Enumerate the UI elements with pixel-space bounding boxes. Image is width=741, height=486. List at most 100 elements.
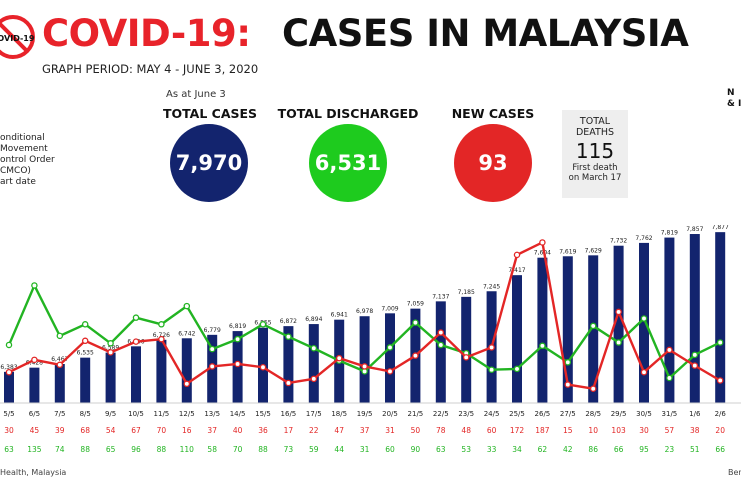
new-cases-point — [488, 344, 495, 351]
new-cases-value-label: 20 — [715, 426, 725, 435]
line-group — [5, 239, 724, 392]
discharged-value-label: 31 — [360, 445, 370, 454]
bar-value-label: 6,872 — [280, 318, 297, 325]
discharged-value-label: 33 — [487, 445, 497, 454]
discharged-value-label: 58 — [207, 445, 217, 454]
new-cases-value-label: 37 — [360, 426, 370, 435]
discharged-value-label: 53 — [461, 445, 471, 454]
x-tick-label: 19/5 — [357, 410, 373, 418]
first-death-line1: First death — [572, 163, 618, 173]
discharged-point — [488, 366, 495, 373]
new-cases-point — [437, 329, 445, 336]
x-tick-label: 14/5 — [230, 410, 246, 418]
new-cases-point — [259, 364, 267, 371]
bar-value-label: 6,726 — [153, 332, 170, 339]
discharged-value-label: 60 — [385, 445, 395, 454]
discharged-point — [31, 282, 38, 289]
new-cases-point — [208, 363, 216, 370]
total-deaths-panel: TOTAL DEATHS 115 First death on March 17 — [562, 110, 628, 198]
bar-value-label: 6,894 — [305, 316, 322, 323]
new-cases-label: NEW CASES — [451, 106, 535, 121]
bar-value-label: 7,185 — [458, 289, 475, 296]
new-cases-point — [564, 381, 572, 388]
first-death-line2: on March 17 — [568, 173, 622, 183]
bar-value-label: 6,383 — [0, 364, 17, 371]
new-cases-value-label: 48 — [461, 426, 471, 435]
new-cases-point — [234, 360, 241, 368]
bar-value-label: 7,819 — [661, 230, 678, 237]
x-tick-label: 6/5 — [29, 410, 40, 418]
new-cases-value-label: 36 — [258, 426, 268, 435]
new-cases-point — [285, 379, 292, 387]
discharged-value-label: 96 — [131, 445, 141, 454]
new-cases-point — [640, 368, 648, 376]
cases-chart: 6,3836,4286,4676,5356,5896,6566,7266,742… — [0, 225, 741, 454]
bar-value-label: 7,009 — [381, 305, 398, 312]
new-cases-point — [361, 363, 368, 370]
x-tick-label: 25/5 — [509, 410, 525, 418]
bar-value-label: 6,589 — [102, 345, 119, 352]
new-cases-point — [183, 380, 191, 388]
cmco-note: onditional Movement ontrol Order CMCO) a… — [0, 133, 55, 188]
discharged-value-label: 62 — [538, 445, 548, 454]
x-tick-label: 11/5 — [154, 410, 170, 418]
bar-value-label: 6,467 — [51, 356, 68, 363]
total-cases-value: 7,970 — [175, 151, 243, 175]
new-cases-value-label: 10 — [588, 426, 598, 435]
discharged-point — [437, 341, 445, 349]
discharged-value-label: 59 — [309, 445, 319, 454]
discharged-value-label: 65 — [106, 445, 116, 454]
x-tick-label: 10/5 — [128, 410, 144, 418]
source-credit: Health, Malaysia — [0, 468, 67, 477]
discharged-point — [132, 314, 140, 321]
discharged-point — [412, 319, 419, 326]
new-cases-value-label: 67 — [131, 426, 141, 435]
discharged-point — [691, 351, 699, 359]
discharged-point — [615, 339, 622, 346]
bar-value-label: 7,604 — [534, 250, 551, 257]
discharged-value-label: 90 — [411, 445, 421, 454]
new-cases-value-label: 187 — [535, 426, 550, 435]
x-tick-label: 30/5 — [636, 410, 652, 418]
bar-value-label: 7,245 — [483, 283, 500, 290]
covid-logo-icon: COVID-19 — [0, 15, 35, 59]
bar-value-label: 7,732 — [610, 238, 627, 245]
x-tick-label: 20/5 — [382, 410, 398, 418]
total-cases-bar — [385, 313, 395, 403]
discharged-value-label: 135 — [27, 445, 42, 454]
discharged-point — [564, 359, 572, 366]
new-cases-value-label: 70 — [157, 426, 167, 435]
x-tick-label: 21/5 — [408, 410, 424, 418]
discharged-point — [285, 333, 292, 340]
new-cases-value-label: 17 — [284, 426, 294, 435]
bar-value-label: 7,762 — [635, 235, 652, 242]
total-cases-bar — [512, 275, 522, 403]
new-cases-point — [589, 385, 597, 392]
new-cases-value-label: 37 — [207, 426, 217, 435]
x-tick-label: 16/5 — [281, 410, 297, 418]
total-cases-bar — [613, 245, 624, 403]
page-title: CASES IN MALAYSIA — [282, 12, 689, 55]
discharged-value-label: 66 — [614, 445, 624, 454]
new-cases-point — [539, 239, 546, 246]
x-tick-label: 5/5 — [3, 410, 14, 418]
x-tick-label: 31/5 — [662, 410, 678, 418]
total-cases-bar — [29, 367, 40, 403]
logo-text: COVID-19 — [0, 34, 35, 43]
new-cases-point — [716, 377, 724, 384]
total-deaths-value: 115 — [575, 139, 615, 163]
total-cases-bar — [715, 232, 726, 403]
total-cases-bar — [181, 338, 192, 403]
new-cases-value-label: 16 — [182, 426, 192, 435]
x-tick-label: 13/5 — [204, 410, 220, 418]
first-death-note: First death on March 17 — [562, 163, 628, 183]
discharged-value-label: 110 — [180, 445, 195, 454]
discharged-value-label: 66 — [715, 445, 725, 454]
new-cases-point — [158, 335, 165, 343]
x-tick-label: 12/5 — [179, 410, 195, 418]
new-cases-value-label: 38 — [690, 426, 700, 435]
total-cases-bar — [664, 237, 675, 403]
new-cases-value-label: 30 — [639, 426, 649, 435]
discharged-value-label: 88 — [157, 445, 167, 454]
x-tick-label: 29/5 — [611, 410, 627, 418]
